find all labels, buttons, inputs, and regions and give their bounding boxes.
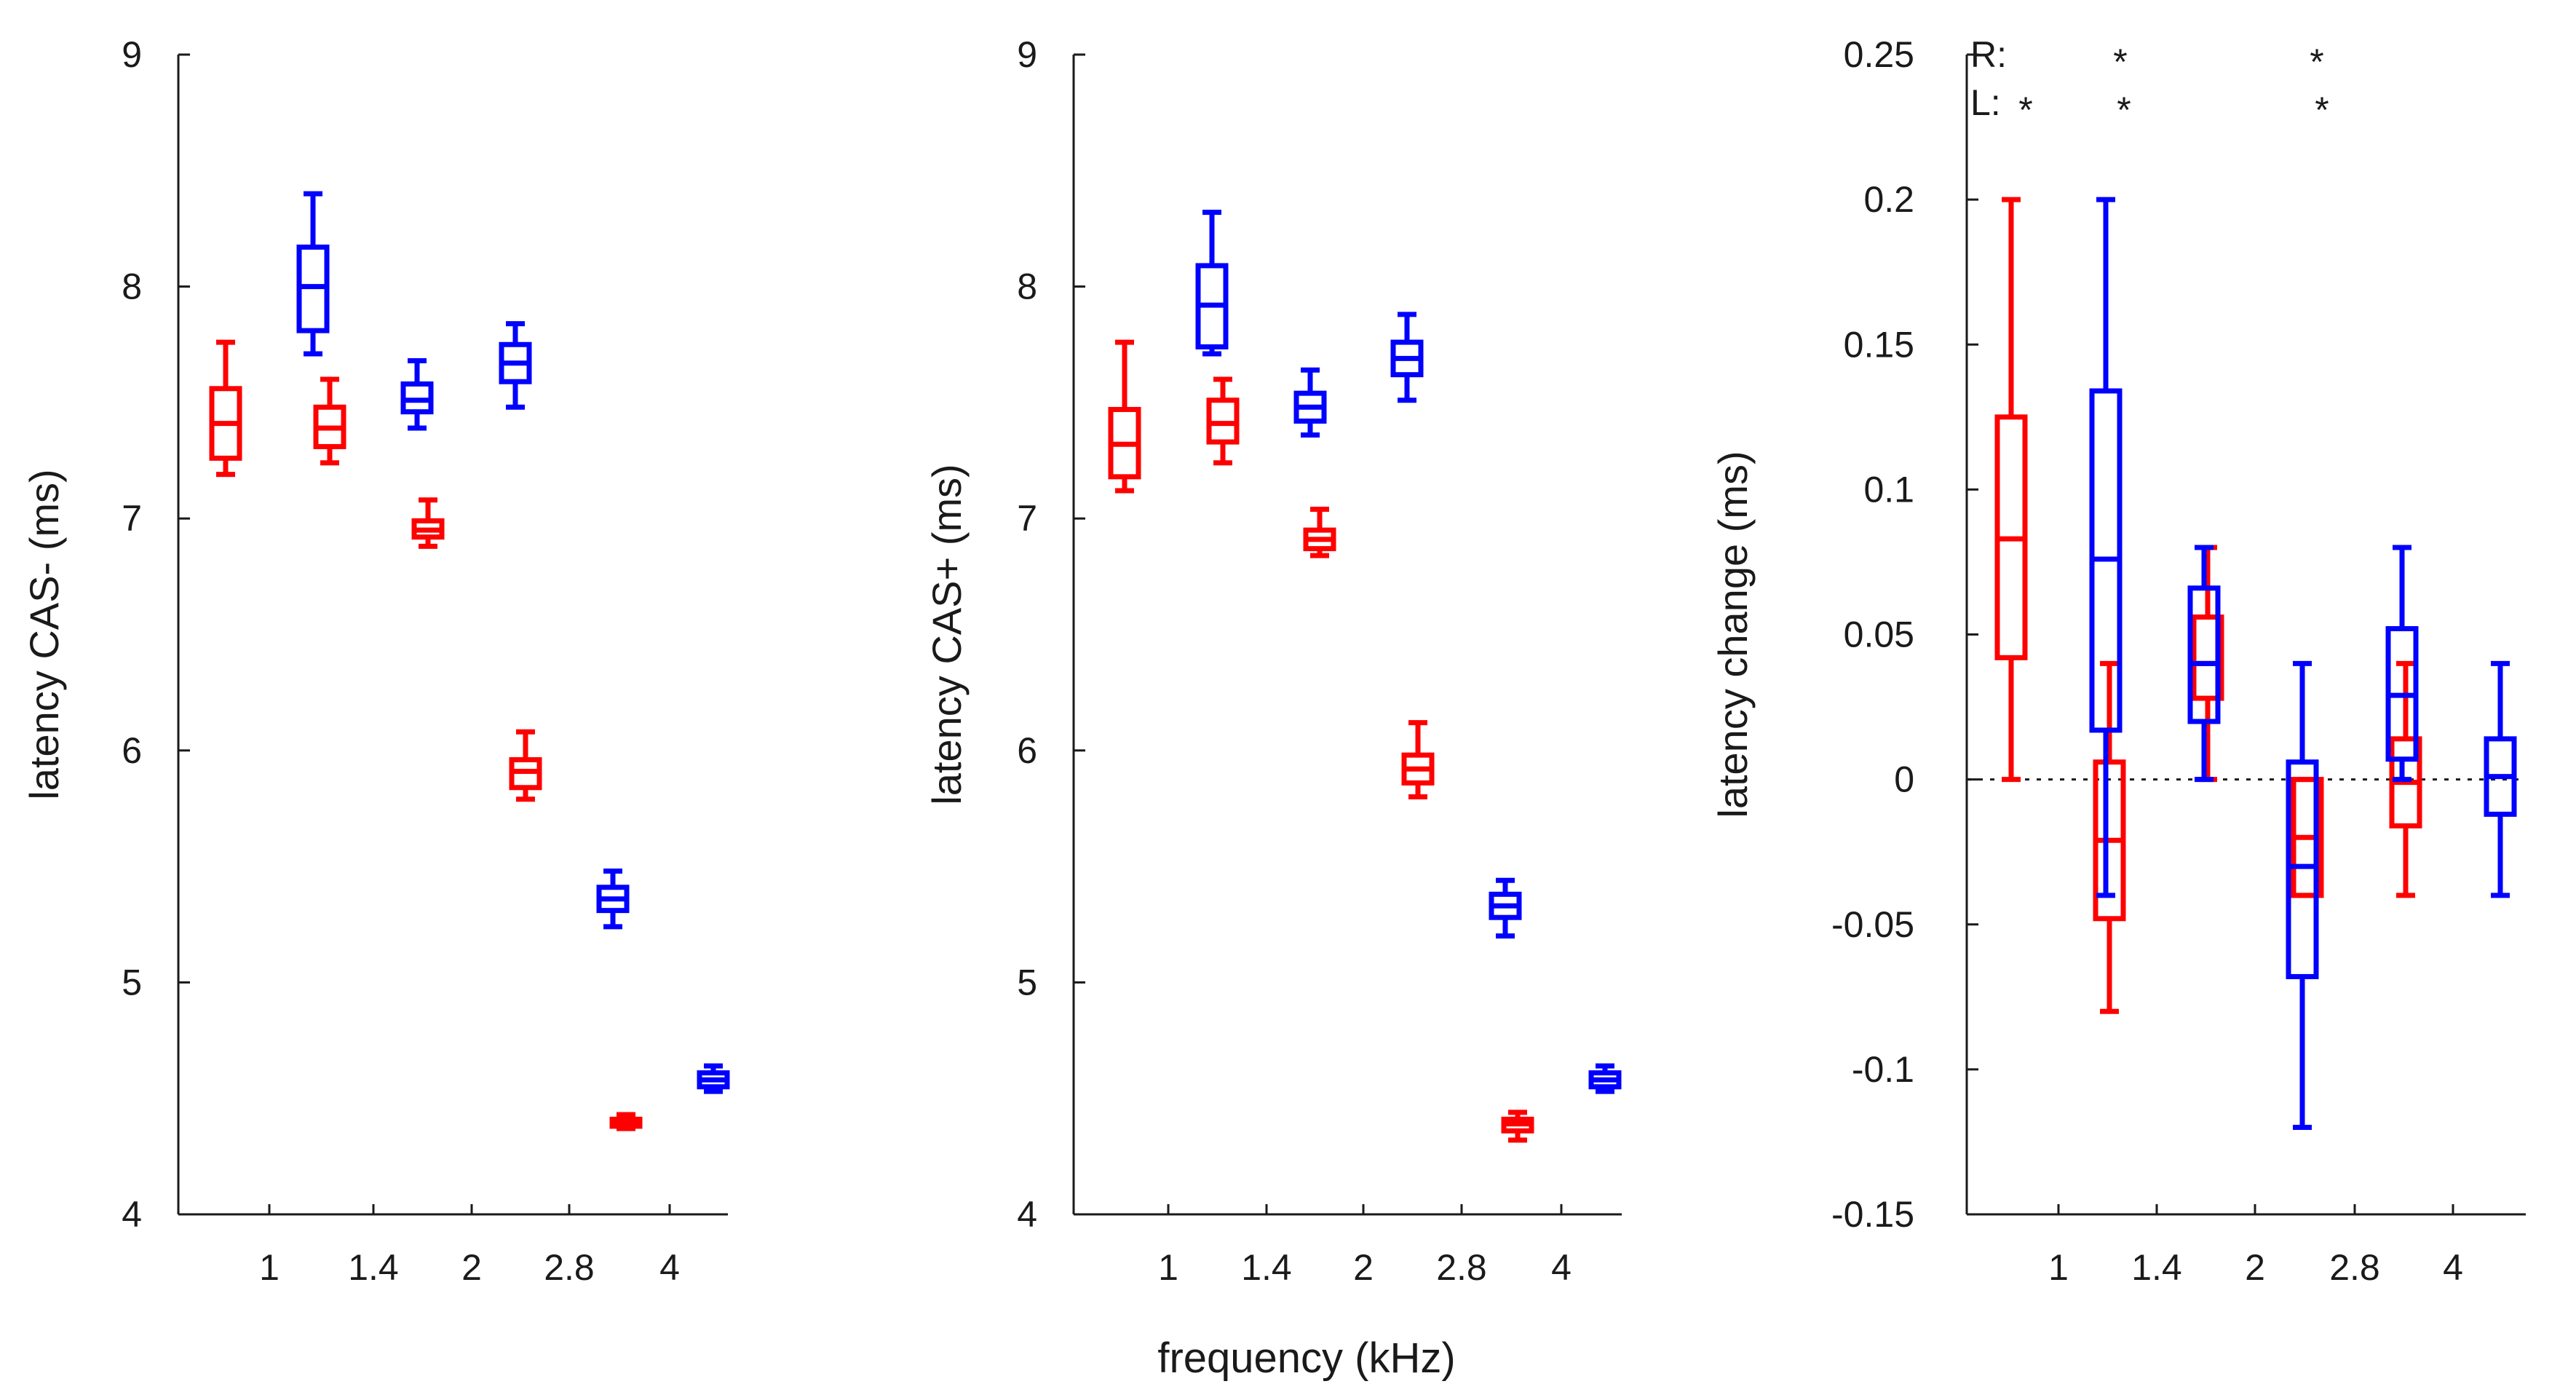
x-tick-label: 4: [659, 1247, 680, 1288]
box-0-4: [609, 1112, 643, 1131]
series-1: [296, 191, 730, 1094]
y-tick-label: -0.1: [1852, 1049, 1914, 1090]
y-tick-label: 7: [1017, 498, 1037, 539]
box-0-2: [1303, 506, 1336, 558]
y-tick-label: 4: [1017, 1194, 1037, 1235]
x-tick-label: 4: [2443, 1247, 2463, 1288]
y-tick-label: 5: [122, 962, 142, 1002]
x-tick-label: 1.4: [1241, 1247, 1292, 1288]
x-tick-label: 2.8: [1436, 1247, 1487, 1288]
box-0-2: [411, 497, 445, 549]
box-iqr: [2187, 585, 2221, 724]
x-tick-label: 1.4: [348, 1247, 399, 1288]
significance-asterisk: *: [2117, 90, 2131, 130]
x-tick-label: 1: [259, 1247, 280, 1288]
y-tick-label: 0.05: [1844, 614, 1914, 655]
x-tick-label: 2.8: [544, 1247, 595, 1288]
y-tick-label: -0.15: [1831, 1194, 1914, 1235]
y-tick-label: 6: [1017, 730, 1037, 771]
series-1: [2089, 197, 2517, 1131]
y-tick-label: 6: [122, 730, 142, 771]
box-0-3: [509, 729, 542, 802]
series-1: [1195, 210, 1622, 1094]
box-0-1: [2093, 660, 2126, 1014]
y-tick-label: 9: [1017, 34, 1037, 75]
y-tick-label: 0.1: [1863, 469, 1914, 510]
y-tick-label: 9: [122, 34, 142, 75]
box-0-1: [1206, 376, 1240, 466]
y-tick-label: 4: [122, 1194, 142, 1235]
box-1-0: [296, 191, 330, 357]
y-tick-label: 8: [1017, 266, 1037, 307]
x-tick-label: 1: [1158, 1247, 1178, 1288]
significance-asterisk: *: [2310, 41, 2323, 82]
box-1-3: [1489, 877, 1522, 939]
box-1-1: [400, 358, 434, 431]
box-1-4: [2484, 660, 2517, 898]
figure-xlabel: frequency (kHz): [1157, 1334, 1455, 1382]
box-0-3: [1401, 720, 1435, 800]
panel-cas-plus: 4 5 6 7 8 9 1 1.4 2 2.8 4 latency CAS+ (ms): [924, 34, 1622, 1288]
y-tick-label: 0.15: [1844, 324, 1914, 365]
significance-row-label: R:: [1970, 34, 2007, 75]
y-axis-label: latency change (ms): [1710, 451, 1756, 818]
box-iqr: [2286, 759, 2319, 979]
y-tick-label: 0.2: [1863, 179, 1914, 220]
x-tick-label: 1.4: [2131, 1247, 2182, 1288]
box-1-4: [697, 1063, 730, 1094]
x-tick-label: 2: [2245, 1247, 2265, 1288]
x-tick-label: 1: [2048, 1247, 2069, 1288]
x-tick-label: 2.8: [2329, 1247, 2380, 1288]
box-1-2: [2286, 660, 2319, 1131]
box-1-2: [1390, 312, 1424, 403]
box-1-0: [1195, 210, 1229, 357]
box-0-0: [1994, 197, 2028, 783]
box-1-1: [1293, 367, 1327, 438]
box-0-4: [1501, 1110, 1534, 1143]
y-tick-label: 0.25: [1844, 34, 1914, 75]
significance-row-label: L:: [1970, 82, 2001, 123]
y-tick-label: 7: [122, 498, 142, 539]
significance-asterisk: *: [2113, 41, 2127, 82]
x-tick-label: 4: [1551, 1247, 1572, 1288]
box-0-1: [313, 376, 346, 466]
series-0: [209, 339, 643, 1131]
box-0-0: [1108, 339, 1141, 494]
box-0-4: [2389, 660, 2422, 898]
box-1-2: [499, 321, 532, 410]
y-tick-label: -0.05: [1831, 904, 1914, 945]
series-0: [1994, 197, 2422, 1014]
box-1-0: [2089, 197, 2123, 898]
panel-cas-minus: 4 5 6 7 8 9 1 1.4 2 2.8 4 latency CAS- (ms): [21, 34, 730, 1288]
y-tick-label: 8: [122, 266, 142, 307]
box-0-0: [209, 339, 242, 478]
box-1-3: [2385, 545, 2419, 783]
y-tick-label: 0: [1894, 759, 1914, 800]
y-axis-label: latency CAS- (ms): [21, 469, 67, 799]
box-1-4: [1588, 1063, 1622, 1094]
significance-asterisk: *: [2315, 90, 2329, 130]
x-tick-label: 2: [1353, 1247, 1374, 1288]
box-1-1: [2187, 545, 2221, 783]
y-tick-label: 5: [1017, 962, 1037, 1002]
box-iqr: [2191, 614, 2224, 701]
x-tick-label: 2: [461, 1247, 482, 1288]
box-1-3: [596, 868, 630, 930]
significance-asterisk: *: [2018, 90, 2032, 130]
y-axis-label: latency CAS+ (ms): [924, 464, 970, 804]
series-0: [1108, 339, 1534, 1143]
panel-latency-change: -0.15 -0.1 -0.05 0 0.05 0.1 0.15 0.2 0.25 1 1.4 2 2.…: [1710, 34, 2526, 1288]
